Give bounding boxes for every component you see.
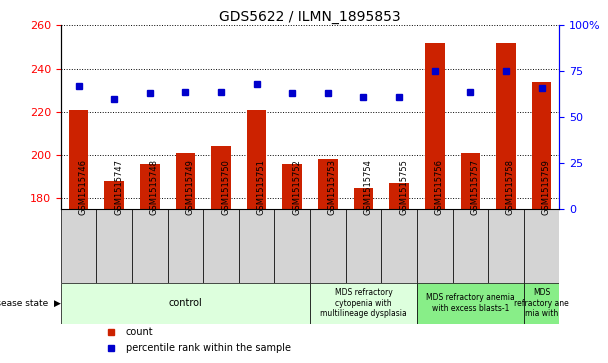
Bar xyxy=(381,209,417,283)
Bar xyxy=(417,283,523,323)
Text: GSM1515755: GSM1515755 xyxy=(399,159,408,215)
Bar xyxy=(274,209,310,283)
Text: MDS refractory
cytopenia with
multilineage dysplasia: MDS refractory cytopenia with multilinea… xyxy=(320,288,407,318)
Text: GSM1515757: GSM1515757 xyxy=(471,159,479,215)
Bar xyxy=(532,82,551,209)
Text: GSM1515750: GSM1515750 xyxy=(221,159,230,215)
Text: GSM1515758: GSM1515758 xyxy=(506,159,515,215)
Bar xyxy=(389,183,409,209)
Text: disease state  ▶: disease state ▶ xyxy=(0,299,61,307)
Bar xyxy=(523,209,559,283)
Text: control: control xyxy=(168,298,202,308)
Bar xyxy=(283,164,302,209)
Bar xyxy=(132,209,168,283)
Text: GSM1515759: GSM1515759 xyxy=(542,159,551,215)
Text: MDS
refractory ane
mia with: MDS refractory ane mia with xyxy=(514,288,569,318)
Text: GSM1515756: GSM1515756 xyxy=(435,159,444,215)
Bar xyxy=(211,147,231,209)
Text: MDS refractory anemia
with excess blasts-1: MDS refractory anemia with excess blasts… xyxy=(426,293,515,313)
Text: GSM1515749: GSM1515749 xyxy=(185,159,195,215)
Bar xyxy=(203,209,239,283)
Text: GSM1515746: GSM1515746 xyxy=(78,159,88,215)
Text: GSM1515752: GSM1515752 xyxy=(292,159,302,215)
Text: GSM1515747: GSM1515747 xyxy=(114,159,123,215)
Bar xyxy=(318,159,337,209)
Text: GSM1515754: GSM1515754 xyxy=(364,159,373,215)
Text: percentile rank within the sample: percentile rank within the sample xyxy=(126,343,291,353)
Bar xyxy=(239,209,274,283)
Bar xyxy=(61,283,310,323)
Bar xyxy=(247,110,266,209)
Bar xyxy=(168,209,203,283)
Text: GSM1515751: GSM1515751 xyxy=(257,159,266,215)
Bar xyxy=(176,153,195,209)
Bar xyxy=(460,153,480,209)
Bar xyxy=(425,43,444,209)
Bar xyxy=(354,188,373,209)
Bar xyxy=(105,181,124,209)
Bar xyxy=(417,209,452,283)
Bar xyxy=(452,209,488,283)
Text: GSM1515748: GSM1515748 xyxy=(150,159,159,215)
Bar xyxy=(496,43,516,209)
Bar xyxy=(346,209,381,283)
Bar xyxy=(140,164,160,209)
Bar xyxy=(488,209,523,283)
Bar xyxy=(310,283,417,323)
Bar xyxy=(69,110,88,209)
Title: GDS5622 / ILMN_1895853: GDS5622 / ILMN_1895853 xyxy=(219,11,401,24)
Text: GSM1515753: GSM1515753 xyxy=(328,159,337,215)
Bar xyxy=(523,283,559,323)
Bar xyxy=(61,209,97,283)
Bar xyxy=(97,209,132,283)
Text: count: count xyxy=(126,327,153,337)
Bar xyxy=(310,209,346,283)
